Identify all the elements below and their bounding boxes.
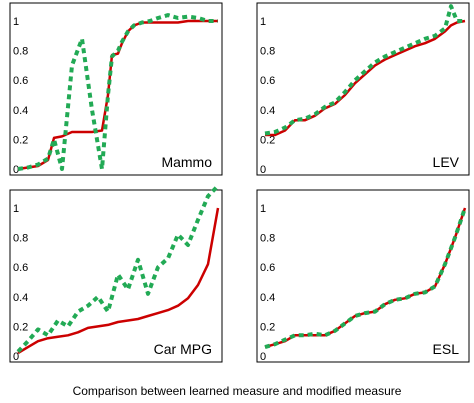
figure-caption: Comparison between learned measure and m… [73, 384, 402, 398]
y-tick-label: 0.2 [13, 321, 28, 333]
y-tick-label: 0 [260, 164, 266, 176]
panel-plot: 0 0.2 0.4 0.6 0.8 1 [13, 13, 218, 176]
panel-frame [9, 2, 223, 176]
panel-car-mpg: 0 0.2 0.4 0.6 0.8 1 Car MPG [9, 184, 223, 363]
modified-measure-line [16, 184, 220, 353]
y-tick-label: 0.4 [260, 105, 275, 117]
y-tick-label: 0.8 [13, 233, 28, 245]
learned-measure-line [17, 19, 218, 171]
y-tick-label: 1 [260, 16, 266, 28]
y-tick-label: 0.6 [260, 75, 275, 87]
y-tick-label: 0.2 [13, 134, 28, 146]
panel-frame [256, 2, 470, 176]
learned-measure-line [17, 207, 220, 355]
learned-measure-line [264, 207, 467, 349]
panel-label: ESL [433, 341, 460, 357]
modified-measure-line [264, 4, 465, 136]
panel-plot: 0 0.2 0.4 0.6 0.8 1 [260, 203, 467, 363]
y-tick-label: 1 [13, 16, 19, 28]
panel-label: LEV [433, 154, 460, 170]
panel-label: Mammo [161, 154, 212, 170]
y-tick-label: 0.4 [13, 105, 28, 117]
modified-measure-line [264, 207, 467, 350]
y-tick-label: 1 [13, 203, 19, 215]
modified-measure-line [17, 13, 218, 171]
y-tick-label: 1 [260, 203, 266, 215]
y-tick-label: 0.4 [260, 292, 275, 304]
panel-frame [256, 189, 470, 363]
y-tick-label: 0 [13, 351, 19, 363]
learned-measure-line [265, 19, 466, 137]
y-tick-label: 0.4 [13, 292, 28, 304]
y-tick-label: 0.2 [260, 321, 275, 333]
y-tick-label: 0.2 [260, 134, 275, 146]
panel-label: Car MPG [154, 341, 212, 357]
panel-frame [9, 189, 223, 363]
panel-esl: 0 0.2 0.4 0.6 0.8 1 ESL [256, 189, 470, 363]
y-tick-label: 0 [13, 164, 19, 176]
y-tick-label: 0.6 [13, 75, 28, 87]
panel-plot: 0 0.2 0.4 0.6 0.8 1 [260, 4, 466, 176]
y-tick-label: 0.6 [13, 262, 28, 274]
panel-mammo: 0 0.2 0.4 0.6 0.8 1 Mammo [9, 2, 223, 176]
panel-plot: 0 0.2 0.4 0.6 0.8 1 [13, 184, 220, 363]
y-tick-label: 0.8 [260, 46, 275, 58]
panel-lev: 0 0.2 0.4 0.6 0.8 1 LEV [256, 2, 470, 176]
y-tick-label: 0.8 [260, 233, 275, 245]
y-tick-label: 0 [260, 351, 266, 363]
y-tick-label: 0.6 [260, 262, 275, 274]
y-tick-label: 0.8 [13, 46, 28, 58]
